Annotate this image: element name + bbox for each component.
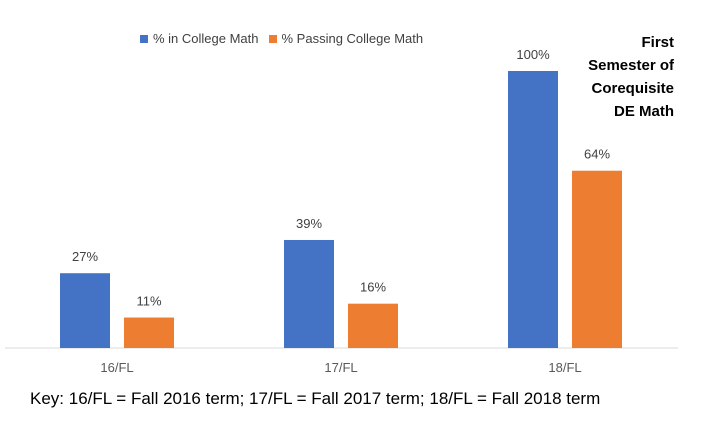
data-label-series2-18/FL: 64%	[584, 147, 610, 162]
legend-label-series1: % in College Math	[153, 31, 259, 46]
bar-series1-18/FL	[508, 71, 558, 348]
legend-item-series2: % Passing College Math	[268, 31, 424, 46]
side-title-line-3: Corequisite	[591, 80, 674, 97]
bar-series2-18/FL	[572, 170, 622, 348]
bar-series2-16/FL	[124, 317, 174, 348]
key-note: Key: 16/FL = Fall 2016 term; 17/FL = Fal…	[30, 389, 601, 408]
side-title-line-1: First	[641, 34, 674, 51]
x-tick-label: 16/FL	[100, 360, 133, 375]
bar-series2-17/FL	[348, 303, 398, 348]
legend-swatch-series1	[140, 34, 148, 43]
legend-item-series1: % in College Math	[140, 31, 259, 46]
bar-series1-17/FL	[284, 239, 334, 348]
legend: % in College Math % Passing College Math	[140, 31, 433, 46]
x-tick-label: 17/FL	[324, 360, 357, 375]
data-label-series1-17/FL: 39%	[296, 216, 322, 231]
side-title-line-4: DE Math	[614, 103, 674, 120]
side-title: First Semester of Corequisite DE Math	[544, 31, 674, 123]
x-tick-label: 18/FL	[548, 360, 581, 375]
data-label-series2-17/FL: 16%	[360, 280, 386, 295]
bar-series1-16/FL	[60, 273, 110, 348]
legend-label-series2: % Passing College Math	[281, 31, 424, 46]
data-label-series2-16/FL: 11%	[136, 294, 161, 309]
side-title-line-2: Semester of	[588, 57, 674, 74]
data-label-series1-16/FL: 27%	[72, 249, 98, 264]
data-label-series1-18/FL: 100%	[516, 47, 550, 62]
legend-swatch-series2	[268, 34, 277, 43]
